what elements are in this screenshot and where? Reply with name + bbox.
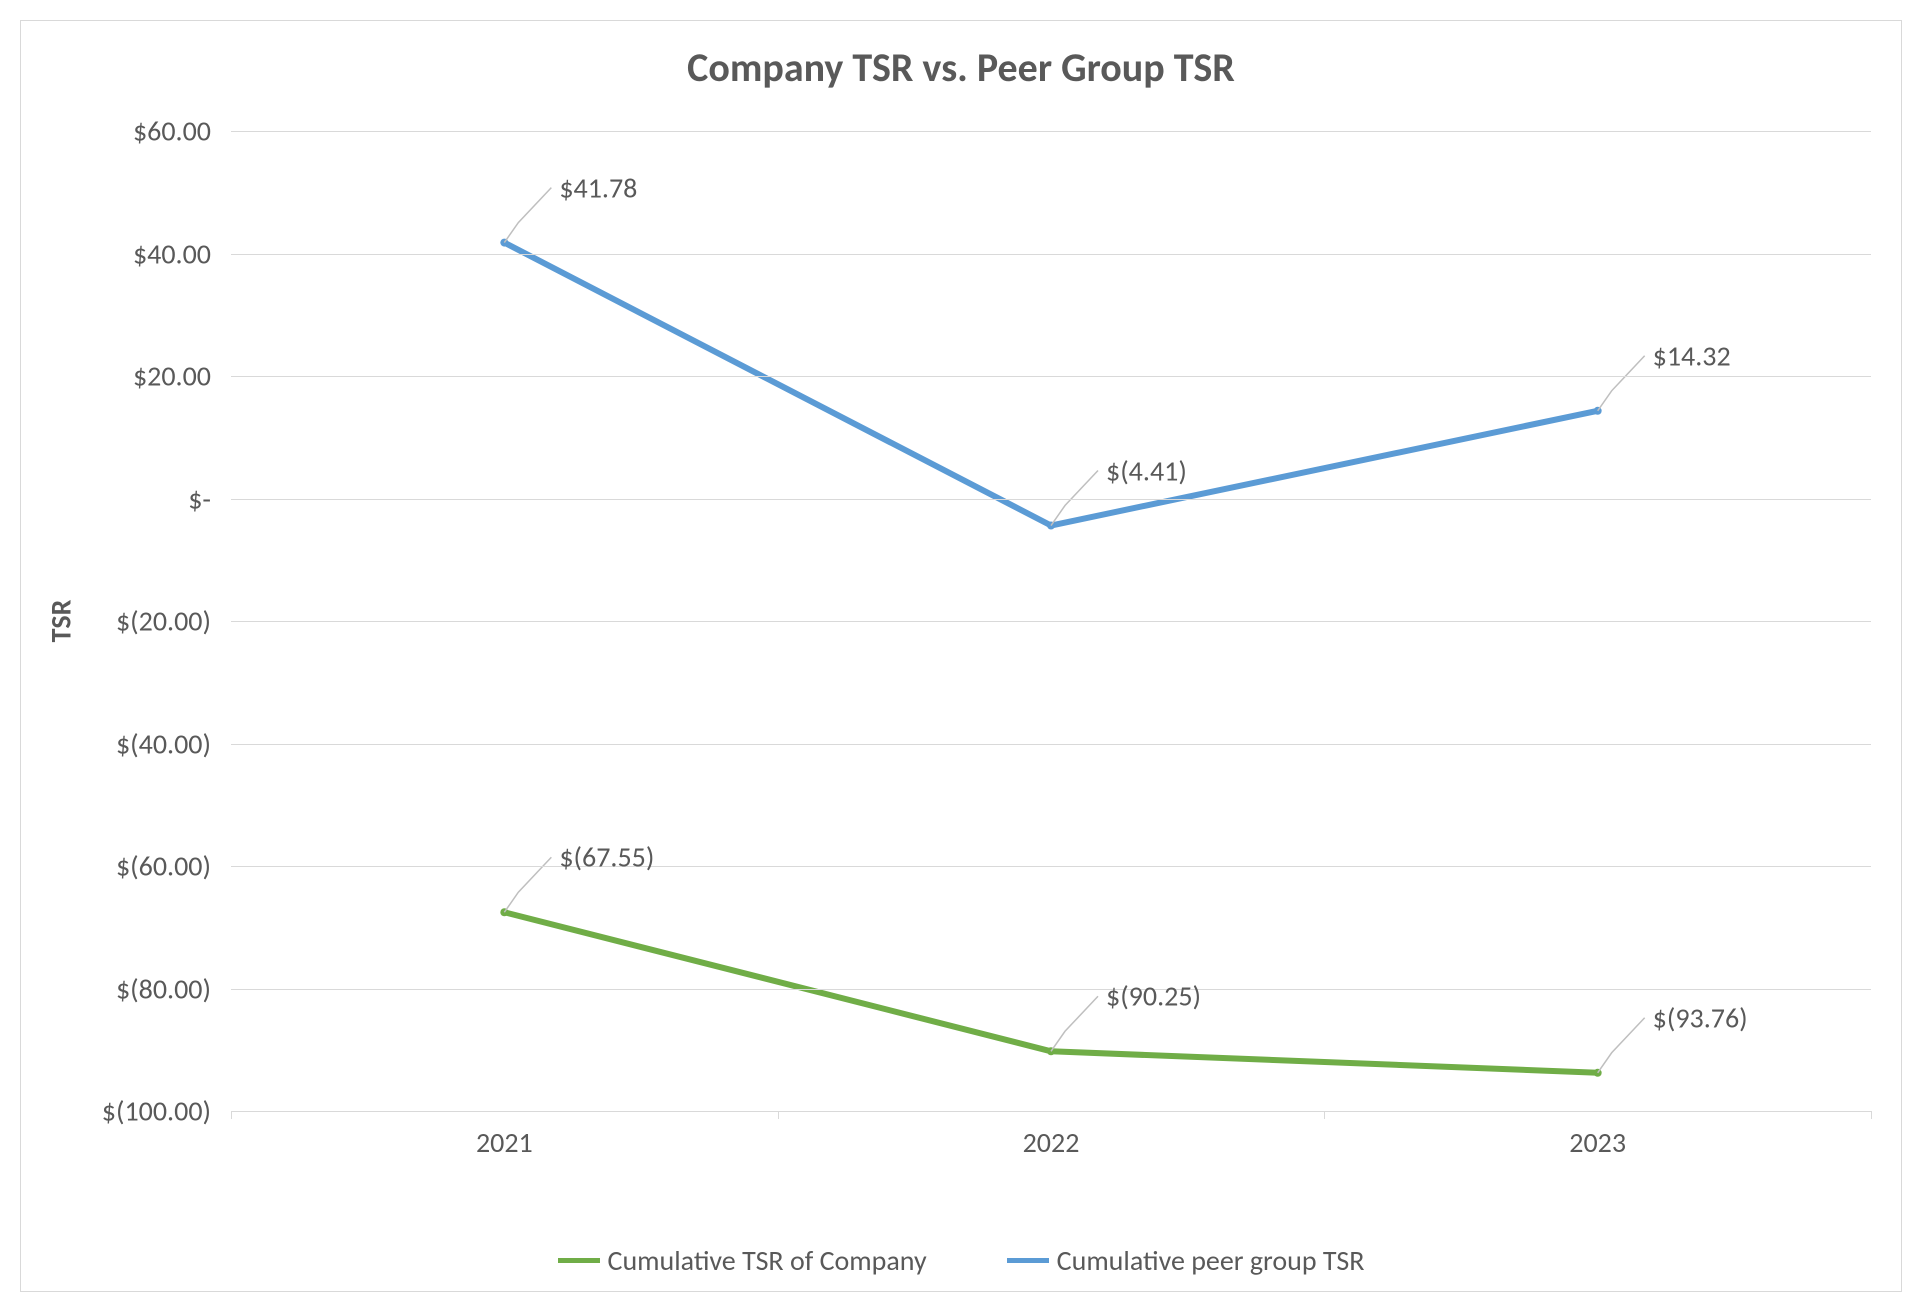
chart-title: Company TSR vs. Peer Group TSR (21, 43, 1901, 92)
y-tick-label: $(80.00) (21, 971, 211, 1006)
legend-label: Cumulative peer group TSR (1057, 1243, 1365, 1278)
legend-label: Cumulative TSR of Company (608, 1243, 927, 1278)
legend-swatch (558, 1258, 600, 1263)
data-label: $(67.55) (559, 840, 654, 875)
y-tick-label: $(40.00) (21, 726, 211, 761)
legend-swatch (1007, 1258, 1049, 1263)
gridline (231, 254, 1871, 255)
y-tick-label: $(60.00) (21, 849, 211, 884)
y-tick-label: $40.00 (21, 236, 211, 271)
chart-container: Company TSR vs. Peer Group TSR TSR $(67.… (20, 20, 1902, 1292)
y-tick-label: $60.00 (21, 114, 211, 149)
legend-item: Cumulative TSR of Company (558, 1243, 927, 1278)
gridline (231, 866, 1871, 867)
leader-line (504, 188, 551, 243)
gridline (231, 131, 1871, 132)
x-tick-mark (778, 1111, 779, 1119)
y-tick-label: $(20.00) (21, 604, 211, 639)
plot-area: $(67.55) $(90.25) $(93.76) $41.78 $(4.41) $14… (231, 131, 1871, 1111)
y-tick-label: $(100.00) (21, 1094, 211, 1129)
gridline (231, 1111, 1871, 1112)
gridline (231, 621, 1871, 622)
data-label: $14.32 (1653, 338, 1731, 373)
legend: Cumulative TSR of Company Cumulative peer… (21, 1243, 1901, 1278)
series-line (504, 243, 1597, 526)
x-tick-mark (1871, 1111, 1872, 1119)
y-tick-label: $20.00 (21, 359, 211, 394)
gridline (231, 376, 1871, 377)
data-label: $(90.25) (1106, 979, 1201, 1014)
x-tick-label: 2021 (476, 1125, 533, 1160)
data-label: $(4.41) (1106, 453, 1187, 488)
data-label: $(93.76) (1653, 1000, 1748, 1035)
x-tick-label: 2022 (1023, 1125, 1080, 1160)
y-tick-label: $- (21, 481, 211, 516)
gridline (231, 499, 1871, 500)
x-tick-label: 2023 (1569, 1125, 1626, 1160)
leader-line (1051, 996, 1098, 1051)
gridline (231, 989, 1871, 990)
data-label: $41.78 (559, 170, 637, 205)
leader-line (1598, 356, 1645, 411)
x-tick-mark (1324, 1111, 1325, 1119)
leader-line (1598, 1018, 1645, 1073)
x-tick-mark (231, 1111, 232, 1119)
gridline (231, 744, 1871, 745)
legend-item: Cumulative peer group TSR (1007, 1243, 1365, 1278)
